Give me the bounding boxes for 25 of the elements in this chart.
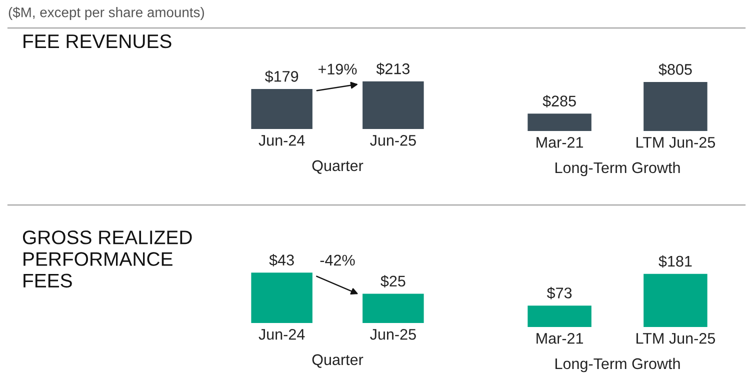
data-label: $25 (380, 275, 406, 288)
x-axis-title: Long-Term Growth (556, 358, 680, 372)
x-axis-title: Long-Term Growth (556, 162, 680, 176)
x-axis-title: Quarter (312, 354, 364, 368)
x-tick-label: Jun-25 (370, 134, 416, 146)
data-label: $179 (264, 70, 298, 83)
text: ($M, except per share amounts) (8, 6, 204, 20)
data-label: $805 (658, 63, 692, 76)
data-label: $285 (542, 95, 576, 108)
x-tick-label: LTM Jun-25 (636, 136, 716, 148)
x-tick-label: Jun-25 (370, 328, 416, 340)
data-label: $73 (546, 286, 572, 300)
x-tick-label: Mar-21 (536, 136, 583, 148)
x-tick-label: Jun-24 (258, 328, 305, 340)
text: +19% (318, 64, 357, 75)
chart-title: GROSS REALIZED PERFORMANCE FEES (22, 230, 192, 288)
data-label: $213 (376, 62, 410, 76)
x-tick-label: LTM Jun-25 (636, 332, 716, 344)
data-label: $181 (658, 255, 692, 268)
x-tick-label: Jun-24 (258, 134, 305, 146)
text: -42% (320, 254, 355, 266)
x-axis-title: Quarter (312, 160, 364, 174)
chart-title: FEE REVENUES (24, 34, 172, 48)
x-tick-label: Mar-21 (536, 332, 583, 344)
data-label: $43 (269, 254, 294, 266)
